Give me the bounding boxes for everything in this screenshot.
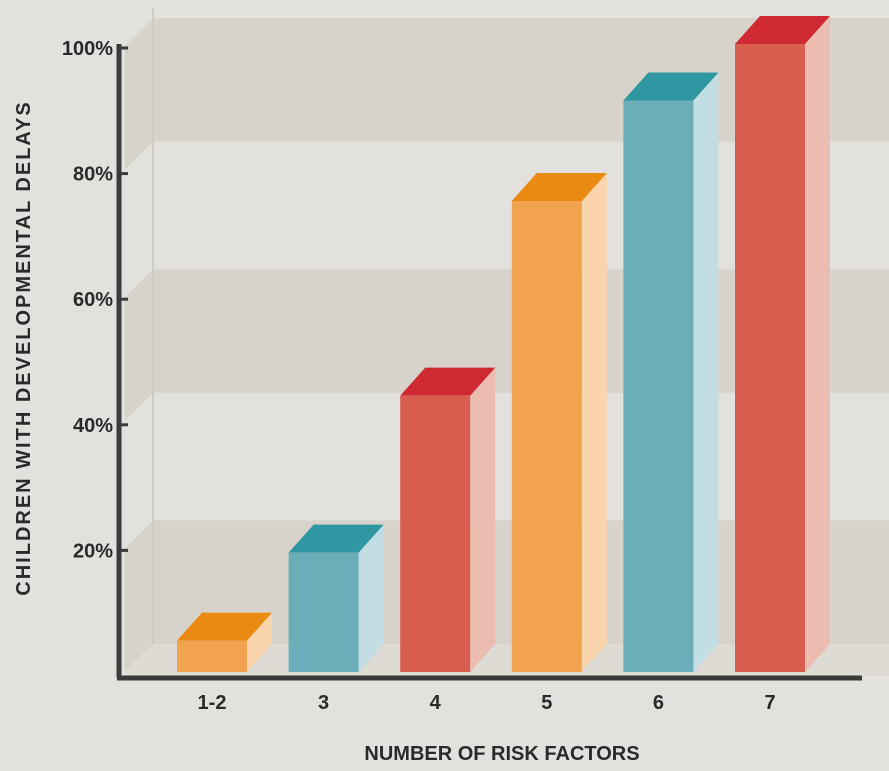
bars (177, 16, 830, 672)
bar-front-face (623, 100, 694, 672)
bar-top-face (177, 612, 272, 641)
bar-side-face (693, 72, 719, 672)
y-axis-title: CHILDREN WITH DEVELOPMENTAL DELAYS (13, 100, 35, 595)
bar-front-face (511, 201, 582, 672)
bar-top-face (735, 16, 830, 44)
y-ticks: 20% 40% 60% 80% 100% (62, 38, 128, 562)
y-tick-label: 20% (73, 540, 113, 562)
bar-side-face (358, 524, 384, 672)
bar-side-face (581, 173, 607, 672)
bar-side-face (470, 367, 496, 672)
bar-2 (288, 524, 384, 672)
y-tick-label: 40% (73, 415, 113, 437)
x-tick-label: 6 (653, 692, 664, 714)
bar-front-face (288, 552, 359, 672)
bar-6 (735, 16, 830, 672)
bar-5 (623, 72, 719, 672)
x-tick-label: 4 (430, 692, 442, 714)
x-tick-label: 1-2 (198, 692, 227, 714)
x-axis-title: NUMBER OF RISK FACTORS (364, 743, 639, 765)
bar-front-face (177, 640, 247, 672)
bar-1 (177, 612, 272, 672)
bar-4 (511, 173, 607, 672)
axes (116, 44, 862, 681)
y-tick-label: 60% (73, 289, 113, 311)
bar-side-face (805, 16, 830, 672)
x-tick-label: 7 (764, 692, 775, 714)
bar-top-face (400, 367, 496, 396)
x-tick-labels: 1-2 3 4 5 6 7 (198, 692, 776, 714)
x-tick-label: 5 (541, 692, 552, 714)
bar-top-face (511, 173, 607, 201)
bar-top-face (288, 524, 384, 553)
bar-3 (400, 367, 496, 672)
bar-front-face (400, 395, 471, 672)
bar-side-face (247, 612, 272, 672)
bar-front-face (735, 44, 805, 672)
x-tick-label: 3 (318, 692, 329, 714)
bar-top-face (623, 72, 719, 101)
y-tick-label: 80% (73, 164, 113, 186)
y-tick-label: 100% (62, 38, 113, 60)
